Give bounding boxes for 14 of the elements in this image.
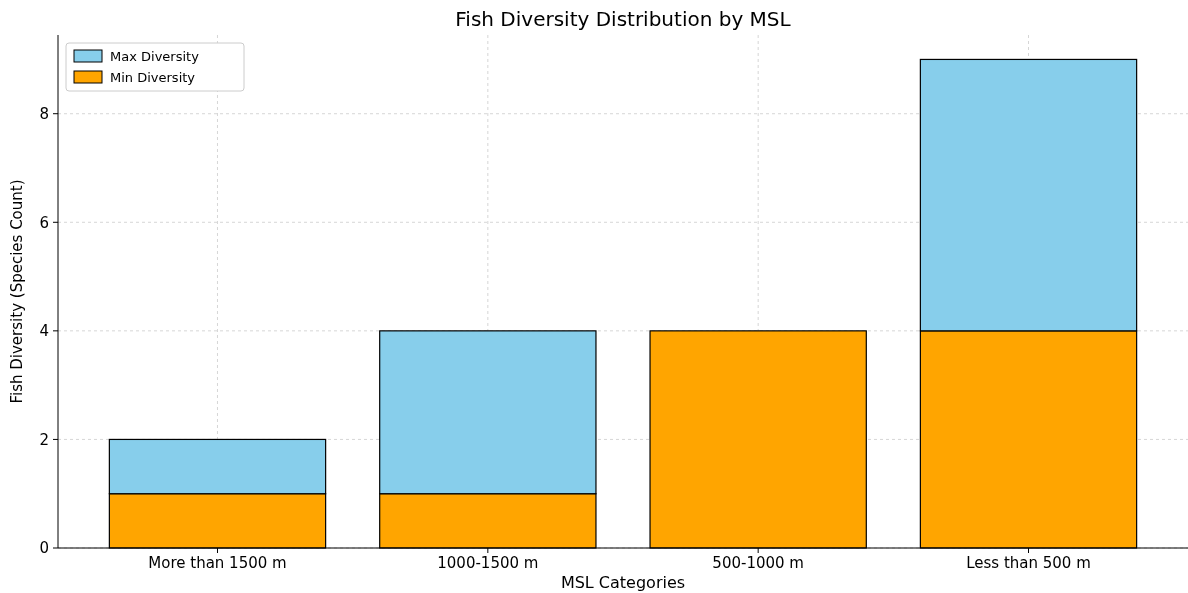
y-tick-label: 2: [39, 430, 49, 449]
y-tick-label: 0: [39, 539, 49, 558]
chart-title: Fish Diversity Distribution by MSL: [455, 7, 792, 31]
x-tick-label: 1000-1500 m: [437, 554, 539, 572]
x-tick-label: Less than 500 m: [966, 554, 1091, 572]
y-tick-label: 8: [39, 104, 49, 123]
y-axis-title: Fish Diversity (Species Count): [8, 179, 26, 404]
y-tick-label: 6: [39, 213, 49, 232]
y-tick-label: 4: [39, 322, 49, 341]
x-axis-title: MSL Categories: [560, 573, 686, 592]
legend-label: Max Diversity: [110, 48, 200, 64]
x-tick-label: 500-1000 m: [712, 554, 804, 572]
legend-label: Min Diversity: [110, 69, 196, 85]
x-tick-label: More than 1500 m: [148, 554, 287, 572]
